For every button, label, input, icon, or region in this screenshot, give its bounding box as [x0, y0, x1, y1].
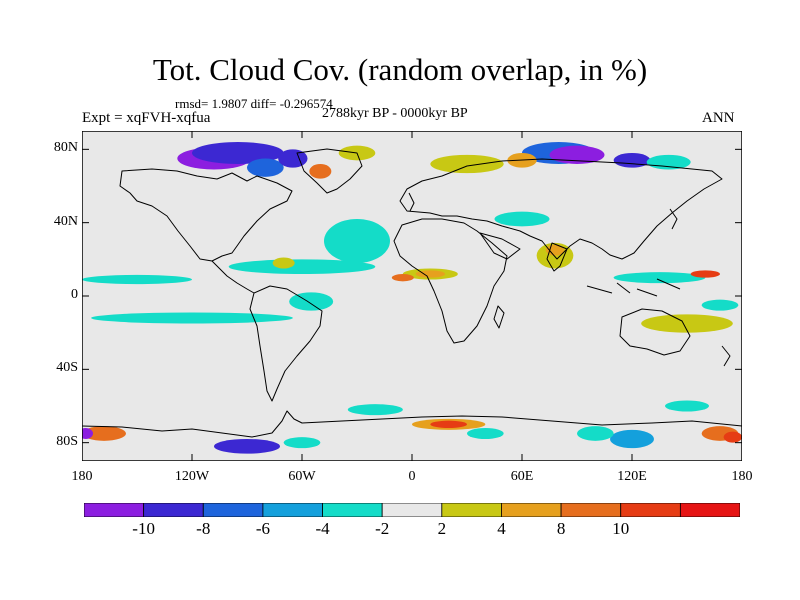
- contour-patch-1: [228, 259, 376, 274]
- lat-label-3: 40S: [56, 360, 78, 376]
- contour-patch-12: [613, 272, 706, 284]
- contour-patch-4: [289, 292, 334, 311]
- chart-title: Tot. Cloud Cov. (random overlap, in %): [152, 52, 648, 87]
- lat-label-4: 80S: [56, 433, 78, 449]
- contour-patch-38: [723, 431, 742, 443]
- coastline-antarctica: [82, 410, 742, 438]
- difference-contours: [82, 142, 742, 454]
- lat-label-0: 80N: [53, 140, 78, 156]
- contour-patch-25: [613, 153, 651, 168]
- lat-label-2: 0: [71, 287, 78, 302]
- coastline-greenland: [296, 148, 363, 194]
- coastline-africa: [393, 218, 508, 344]
- lon-label-1: 120W: [174, 469, 210, 484]
- colorbar-label-0: -10: [132, 519, 155, 538]
- contour-patch-3: [91, 312, 293, 324]
- coastlines: [82, 148, 742, 438]
- coastline-eurasia: [399, 158, 723, 260]
- colorbar-box-5: [381, 503, 443, 517]
- coastline-uk: [408, 192, 415, 212]
- contour-patch-33: [430, 420, 467, 429]
- colorbar-label-2: -6: [255, 519, 270, 538]
- lon-label-2: 60W: [288, 469, 316, 484]
- map-ticks: [82, 131, 742, 461]
- colorbar-label-7: 8: [556, 519, 566, 538]
- coastline-arabia: [479, 232, 521, 260]
- contour-patch-8: [272, 257, 295, 269]
- colorbar-label-5: 2: [437, 519, 447, 538]
- colorbar-box-1: [143, 503, 204, 517]
- coastline-australia: [619, 308, 691, 356]
- contour-patch-22: [430, 154, 504, 174]
- contour-patch-35: [610, 429, 654, 449]
- map-background-fill: [82, 131, 742, 461]
- colorbar-box-4: [322, 503, 383, 517]
- contour-patch-39: [665, 400, 709, 412]
- coastline-north-america: [119, 168, 293, 262]
- contour-patch-28: [82, 426, 126, 441]
- colorbar-box-2: [202, 503, 264, 517]
- contour-patch-30: [214, 439, 280, 454]
- period-label: 2788kyr BP - 0000kyr BP: [322, 106, 468, 121]
- contour-patch-2: [82, 274, 192, 285]
- lon-label-6: 180: [731, 469, 753, 484]
- coastline-new-zealand: [721, 345, 731, 367]
- contour-patch-26: [646, 154, 691, 170]
- contour-patch-15: [701, 299, 739, 311]
- contour-patch-14: [641, 314, 733, 333]
- coastline-japan: [669, 208, 678, 230]
- experiment-label: Expt = xqFVH-xqfua: [82, 110, 211, 126]
- lon-label-5: 120E: [617, 469, 647, 484]
- colorbar-label-6: 4: [497, 519, 506, 538]
- colorbar-label-4: -2: [375, 519, 390, 538]
- contour-patch-29: [82, 428, 93, 439]
- colorbar-box-10: [679, 503, 740, 517]
- colorbar: [84, 503, 740, 517]
- contour-patch-7: [391, 274, 414, 282]
- contour-patch-34: [467, 428, 504, 439]
- contour-patch-19: [278, 149, 308, 168]
- map-plot: [82, 131, 742, 461]
- contour-patch-11: [494, 211, 550, 227]
- contour-patch-20: [309, 164, 332, 179]
- map-background: [82, 131, 742, 461]
- colorbar-label-1: -8: [196, 519, 211, 538]
- colorbar-box-3: [262, 503, 323, 517]
- season-label: ANN: [702, 110, 735, 126]
- contour-patch-13: [690, 270, 720, 278]
- colorbar-label-3: -4: [315, 519, 330, 538]
- stats-label: rmsd= 1.9807 diff= -0.296574: [175, 96, 333, 111]
- contour-patch-24: [549, 145, 605, 164]
- colorbar-box-7: [501, 503, 562, 517]
- contour-patch-31: [283, 437, 321, 449]
- colorbar-box-0: [84, 503, 145, 517]
- contour-patch-0: [324, 219, 390, 263]
- contour-patch-17: [192, 142, 284, 164]
- contour-patch-9: [536, 242, 574, 269]
- colorbar-box-6: [441, 503, 502, 517]
- colorbar-label-8: 10: [612, 519, 630, 538]
- contour-patch-36: [577, 426, 614, 441]
- coastline-indonesia: [586, 278, 681, 297]
- coastline-central-america: [211, 260, 255, 294]
- lon-label-3: 0: [408, 469, 416, 484]
- colorbar-box-8: [560, 503, 622, 517]
- coastline-india: [546, 242, 568, 272]
- contour-patch-18: [247, 158, 284, 177]
- colorbar-box-9: [620, 503, 681, 517]
- coastline-madagascar: [493, 305, 505, 329]
- contour-patch-6: [415, 270, 446, 278]
- coastline-south-america: [249, 285, 323, 402]
- lon-label-4: 60E: [510, 469, 534, 484]
- lat-label-1: 40N: [53, 213, 78, 229]
- contour-patch-40: [347, 404, 403, 416]
- lon-label-0: 180: [71, 469, 93, 484]
